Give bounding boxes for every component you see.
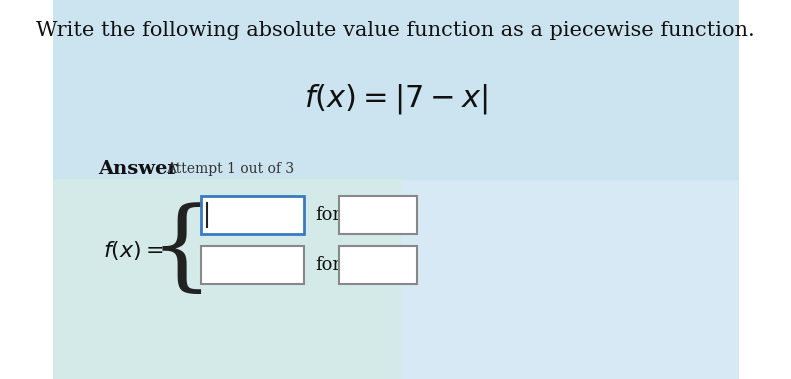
Bar [53, 179, 399, 379]
Text: Answer: Answer [98, 160, 178, 178]
Text: Attempt 1 out of 3: Attempt 1 out of 3 [166, 162, 294, 176]
Text: {: { [149, 203, 214, 299]
Bar [339, 246, 417, 284]
Bar [339, 196, 417, 234]
Text: Write the following absolute value function as a piecewise function.: Write the following absolute value funct… [36, 22, 755, 41]
Bar [201, 196, 305, 234]
Bar [53, 0, 739, 179]
Text: for: for [315, 206, 341, 224]
Text: $f(x) =$: $f(x) =$ [104, 240, 165, 263]
Text: $f(x) = |7 - x|$: $f(x) = |7 - x|$ [304, 82, 487, 116]
Text: for: for [315, 256, 341, 274]
Bar [201, 246, 305, 284]
